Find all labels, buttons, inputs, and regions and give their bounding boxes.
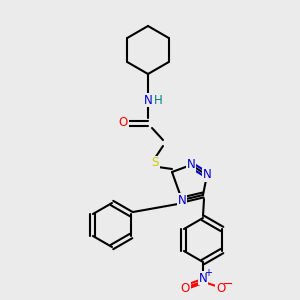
Text: H: H [154,94,162,106]
Text: N: N [144,94,152,106]
Text: +: + [204,268,212,278]
Text: S: S [151,157,159,169]
Text: N: N [202,169,211,182]
Text: N: N [178,194,186,206]
Text: −: − [223,278,233,290]
Text: O: O [118,116,127,130]
Text: N: N [199,272,207,284]
Text: O: O [180,281,190,295]
Text: O: O [216,281,226,295]
Text: N: N [187,158,195,172]
